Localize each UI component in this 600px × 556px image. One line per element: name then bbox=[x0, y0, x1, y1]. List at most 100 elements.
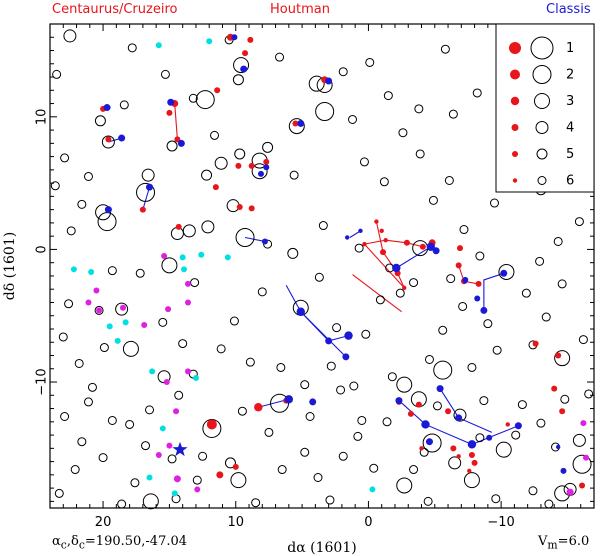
cyan-star bbox=[192, 375, 199, 382]
houtman-star bbox=[415, 401, 422, 408]
catalog-star bbox=[201, 169, 213, 181]
catalog-star bbox=[60, 153, 70, 163]
catalog-star bbox=[130, 478, 140, 488]
houtman-star bbox=[206, 419, 217, 430]
catalog-star bbox=[398, 128, 408, 138]
catalog-star bbox=[141, 168, 155, 182]
catalog-star bbox=[572, 454, 592, 474]
catalog-star bbox=[198, 451, 208, 461]
legend-ring bbox=[530, 36, 554, 60]
catalog-star bbox=[142, 493, 159, 510]
magenta-star bbox=[184, 368, 191, 375]
catalog-star bbox=[553, 236, 563, 246]
houtman-star bbox=[379, 228, 384, 234]
catalog-star bbox=[315, 102, 335, 122]
catalog-star bbox=[517, 400, 527, 410]
catalog-star bbox=[422, 433, 442, 453]
catalog-star bbox=[300, 380, 310, 390]
x-tick-label: 0 bbox=[364, 515, 372, 530]
catalog-star bbox=[395, 288, 405, 298]
legend-dot bbox=[511, 124, 519, 131]
houtman-star bbox=[467, 468, 472, 474]
catalog-star bbox=[251, 498, 261, 508]
legend-ring bbox=[534, 93, 550, 109]
classis-star bbox=[555, 444, 561, 450]
catalog-star bbox=[195, 90, 215, 110]
houtman-star bbox=[456, 454, 461, 459]
catalog-star bbox=[70, 465, 80, 475]
classis-star bbox=[103, 104, 111, 112]
catalog-star bbox=[379, 177, 389, 187]
classis-star bbox=[296, 307, 305, 316]
catalog-star bbox=[467, 362, 477, 372]
catalog-star bbox=[264, 427, 274, 437]
houtman-star bbox=[175, 223, 182, 230]
catalog-star bbox=[158, 317, 168, 327]
houtman-star bbox=[174, 136, 181, 143]
extra-stars bbox=[70, 38, 590, 497]
classis-star bbox=[560, 467, 567, 474]
catalog-star bbox=[483, 319, 493, 329]
catalog-star bbox=[224, 457, 236, 469]
catalog-star bbox=[492, 345, 502, 355]
magenta-star bbox=[85, 299, 92, 306]
catalog-star bbox=[288, 118, 305, 135]
catalog-star bbox=[557, 279, 567, 289]
catalog-star bbox=[287, 247, 299, 259]
classis-star bbox=[436, 385, 444, 393]
cyan-star bbox=[369, 486, 376, 493]
legend-dot bbox=[510, 69, 520, 80]
magenta-star bbox=[93, 287, 100, 294]
houtman-star bbox=[105, 136, 112, 143]
star-link bbox=[285, 284, 302, 313]
catalog-star bbox=[446, 274, 456, 284]
houtman-star bbox=[214, 87, 221, 94]
catalog-star bbox=[338, 67, 348, 77]
classis-star bbox=[467, 440, 477, 449]
star-link bbox=[352, 274, 402, 313]
houtman-star bbox=[242, 50, 249, 57]
classis-star bbox=[426, 242, 435, 251]
classis-star bbox=[455, 414, 463, 422]
catalog-star bbox=[135, 268, 145, 278]
y-tick-label: −10 bbox=[35, 368, 50, 395]
y-axis-label: dδ (1601) bbox=[2, 232, 18, 300]
catalog-star bbox=[178, 339, 188, 349]
magenta-star bbox=[580, 420, 587, 427]
catalog-star bbox=[87, 382, 97, 392]
limiting-magnitude: Vm=6.0 bbox=[538, 534, 590, 552]
catalog-star bbox=[414, 104, 424, 114]
classis-star bbox=[257, 170, 264, 177]
x-tick-label: 20 bbox=[95, 515, 112, 530]
catalog-star bbox=[127, 43, 137, 53]
catalog-star bbox=[313, 473, 323, 483]
star-link bbox=[300, 311, 347, 358]
plot-frame bbox=[49, 23, 595, 509]
catalog-star bbox=[428, 195, 438, 205]
star-link bbox=[300, 311, 349, 342]
catalog-star bbox=[338, 451, 348, 461]
catalog-star bbox=[141, 441, 151, 451]
catalog-star bbox=[229, 316, 239, 326]
catalog-star bbox=[353, 431, 363, 441]
catalog-star bbox=[115, 302, 129, 316]
houtman-star bbox=[455, 262, 462, 269]
catalog-star bbox=[440, 44, 450, 54]
catalog-star bbox=[511, 430, 521, 440]
axes: 20 10 0 −10 10 0 −10 dα (1601) dδ (1601) bbox=[2, 109, 515, 556]
legend-ring bbox=[535, 121, 549, 134]
legend: 1 2 3 4 5 6 bbox=[495, 23, 595, 193]
houtman-star bbox=[468, 451, 475, 458]
catalog-star bbox=[277, 465, 287, 475]
title-right: Classis bbox=[546, 2, 591, 17]
houtman-star bbox=[559, 408, 566, 415]
catalog-star bbox=[182, 224, 196, 238]
catalog-star bbox=[415, 149, 425, 159]
houtman-star bbox=[471, 459, 478, 466]
cyan-star bbox=[224, 254, 231, 261]
magenta-star bbox=[173, 475, 181, 483]
catalog-star bbox=[64, 299, 74, 309]
catalog-star bbox=[423, 496, 433, 506]
classis-star bbox=[432, 247, 440, 255]
